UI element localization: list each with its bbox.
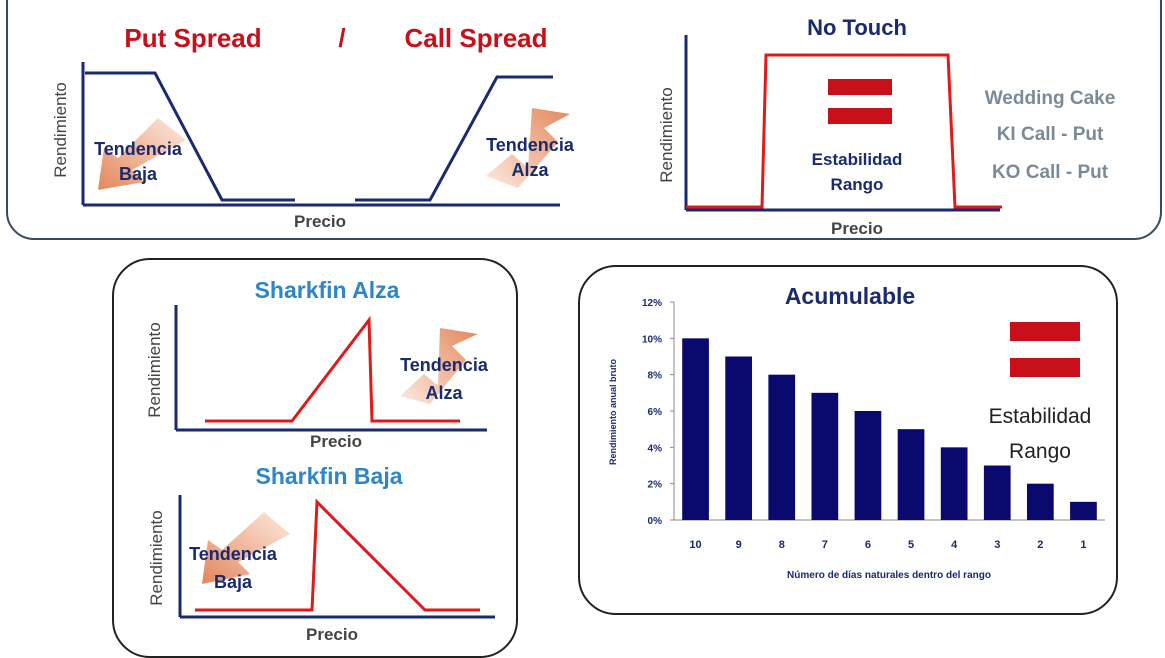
x-tick-label: 2 <box>1037 539 1043 551</box>
x-tick-label: 7 <box>822 539 828 551</box>
y-tick-label: 2% <box>648 480 663 491</box>
sharkfin-alza-axes <box>174 305 487 432</box>
sharkfin-alza-title: Sharkfin Alza <box>255 277 400 303</box>
trend-up-label-1: Tendencia <box>486 135 575 155</box>
related-product-3: KO Call - Put <box>992 162 1109 183</box>
sharkfin-alza-payoff-line <box>205 315 460 423</box>
sharkfin-baja-title: Sharkfin Baja <box>256 463 403 489</box>
title-separator: / <box>338 23 345 53</box>
put-call-y-label: Rendimiento <box>51 82 70 177</box>
equals-icon <box>828 79 892 124</box>
x-tick-label: 4 <box>951 539 958 551</box>
x-tick-label: 6 <box>865 539 871 551</box>
call-spread-title: Call Spread <box>404 23 547 53</box>
bar-8 <box>768 374 796 520</box>
y-tick-label: 12% <box>642 298 662 309</box>
trend-down-arrow-icon <box>98 118 186 190</box>
chart-equals-icon <box>1010 322 1080 377</box>
call-spread-payoff-line <box>355 75 553 202</box>
bar-2 <box>1026 483 1054 520</box>
chart-x-label: Número de días naturales dentro del rang… <box>787 570 991 581</box>
bar-1 <box>1070 501 1097 520</box>
x-tick-label: 10 <box>689 539 701 551</box>
put-call-axes <box>81 62 560 207</box>
no-touch-y-label: Rendimiento <box>657 87 676 182</box>
sharkfin-baja-arrow-label-2: Baja <box>214 572 253 592</box>
sharkfin-alza-x-label: Precio <box>310 432 362 451</box>
sharkfin-baja-axes <box>178 495 495 619</box>
sharkfin-baja-arrow-icon <box>202 512 290 584</box>
sharkfin-baja-arrow-label-1: Tendencia <box>189 544 278 564</box>
x-tick-label: 5 <box>908 539 914 551</box>
no-touch-title: No Touch <box>807 15 907 40</box>
sharkfin-baja-y-label: Rendimiento <box>147 510 166 605</box>
trend-down-label-1: Tendencia <box>94 139 183 159</box>
no-touch-axes <box>684 35 1000 212</box>
x-tick-label: 3 <box>994 539 1000 551</box>
y-tick-label: 6% <box>648 407 663 418</box>
bar-5 <box>897 429 925 520</box>
chart-side-label-2: Rango <box>1009 440 1071 463</box>
no-touch-x-label: Precio <box>831 219 883 238</box>
y-tick-label: 10% <box>642 334 662 345</box>
y-tick-label: 0% <box>648 516 663 527</box>
chart-side-label-1: Estabilidad <box>989 405 1092 428</box>
sharkfin-baja-payoff-line <box>195 498 480 612</box>
put-spread-payoff-line <box>85 71 295 202</box>
related-product-2: KI Call - Put <box>997 124 1104 145</box>
top-panel <box>6 0 1162 240</box>
bar-6 <box>854 411 882 520</box>
trend-up-arrow-icon <box>486 108 570 188</box>
bar-4 <box>940 447 968 520</box>
related-product-1: Wedding Cake <box>985 88 1116 109</box>
y-tick-label: 8% <box>648 371 663 382</box>
sharkfin-alza-y-label: Rendimiento <box>145 322 164 417</box>
sharkfin-alza-arrow-label-2: Alza <box>425 383 463 403</box>
y-tick-label: 4% <box>648 443 663 454</box>
x-tick-label: 9 <box>736 539 742 551</box>
put-call-x-label: Precio <box>294 212 346 231</box>
bar-3 <box>983 465 1011 520</box>
put-spread-title: Put Spread <box>124 23 261 53</box>
trend-up-label-2: Alza <box>511 160 549 180</box>
no-touch-center-label-1: Estabilidad <box>812 150 903 169</box>
chart-y-label: Rendimiento anual bruto <box>608 359 618 466</box>
bar-10 <box>682 338 709 520</box>
sharkfin-alza-arrow-label-1: Tendencia <box>400 355 489 375</box>
trend-down-label-2: Baja <box>119 164 158 184</box>
no-touch-payoff-line <box>686 53 1002 209</box>
sharkfin-alza-arrow-icon <box>400 328 478 404</box>
no-touch-center-label-2: Rango <box>831 175 884 194</box>
bar-7 <box>811 392 839 520</box>
x-tick-label: 8 <box>779 539 785 551</box>
chart-title: Acumulable <box>785 283 915 309</box>
sharkfin-baja-x-label: Precio <box>306 625 358 644</box>
x-tick-label: 1 <box>1080 539 1086 551</box>
bar-9 <box>725 356 753 520</box>
